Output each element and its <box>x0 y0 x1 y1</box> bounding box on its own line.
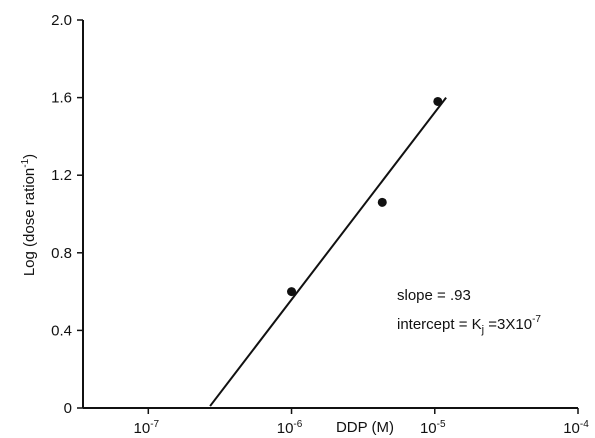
data-point-2 <box>433 96 443 106</box>
annotation-intercept-value: =3X10 <box>484 316 532 333</box>
annotation-intercept-exp: -7 <box>532 314 541 325</box>
y-tick-label-0: 0 <box>64 400 72 417</box>
x-axis-label: DDP (M) <box>336 419 394 436</box>
axes <box>82 20 578 409</box>
fit-line <box>209 96 447 407</box>
y-ticks: 0 0.4 0.8 1.2 1.6 2.0 <box>51 12 83 417</box>
x-tick-label-2: 10-5 <box>420 419 446 437</box>
y-tick-label-3: 1.2 <box>51 167 72 184</box>
x-tick-label-0: 10-7 <box>134 419 160 437</box>
y-tick-label-4: 1.6 <box>51 90 72 107</box>
y-axis-label: Log (dose ration-1) <box>20 154 38 276</box>
fit-line-group <box>209 96 447 407</box>
y-tick-label-2: 0.8 <box>51 245 72 262</box>
x-tick-label-3: 10-4 <box>563 419 589 437</box>
x-tick-label-1: 10-6 <box>277 419 303 437</box>
y-axis-label-sup: -1 <box>20 158 31 167</box>
data-point-1 <box>377 197 387 207</box>
y-tick-label-5: 2.0 <box>51 12 72 29</box>
y-axis-label-text: Log (dose ration <box>21 168 38 276</box>
y-tick-label-1: 0.4 <box>51 322 72 339</box>
annotation-slope: slope = .93 <box>397 287 471 304</box>
data-point-0 <box>287 287 297 297</box>
annotation-intercept: intercept = Kj =3X10-7 <box>397 314 541 336</box>
data-points <box>287 96 443 297</box>
x-ticks: 10-7 10-6 10-5 10-4 <box>134 408 589 437</box>
annotation-intercept-sub: j <box>481 324 484 336</box>
annotation-intercept-text: intercept = K <box>397 316 482 333</box>
